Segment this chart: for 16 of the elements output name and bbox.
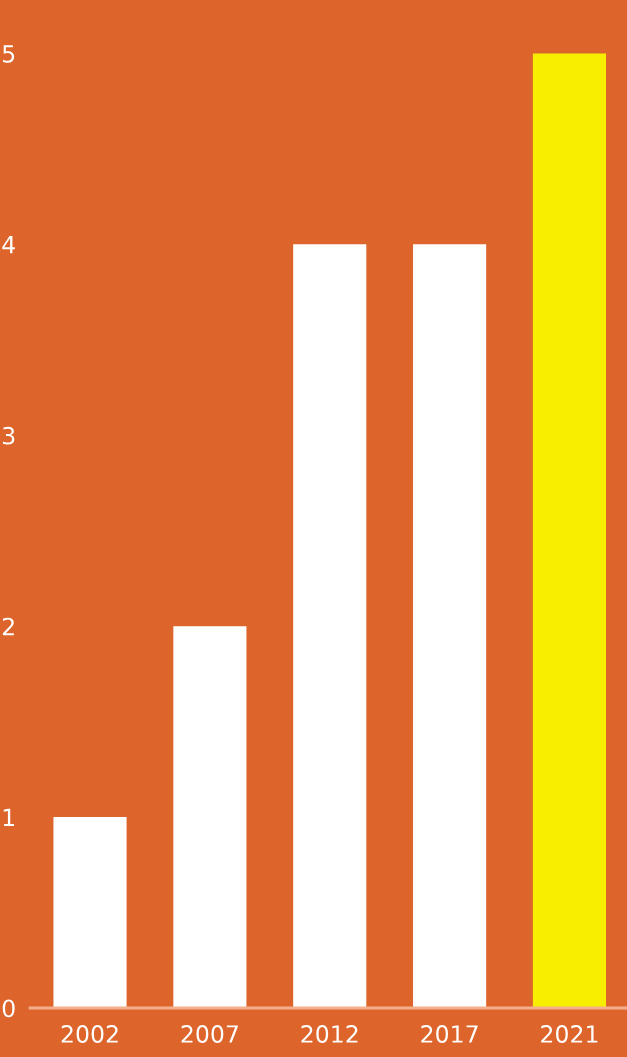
bar [53,817,127,1008]
x-tick-label: 2002 [61,1025,118,1043]
y-tick-label: 4 [2,236,15,254]
y-tick-label: 0 [2,999,15,1018]
y-tick-label: 2 [2,617,14,636]
y-tick-label: 3 [2,426,15,445]
bar [293,244,367,1008]
x-tick-label: 2012 [301,1025,358,1043]
x-tick-label: 2007 [181,1025,238,1043]
y-tick-label: 5 [3,45,15,63]
x-tick-label: 2017 [421,1025,478,1043]
x-tick-label: 2021 [541,1025,598,1043]
bar [173,626,247,1008]
y-tick-label: 1 [3,808,15,827]
bar [413,244,487,1008]
bar [532,53,607,1008]
